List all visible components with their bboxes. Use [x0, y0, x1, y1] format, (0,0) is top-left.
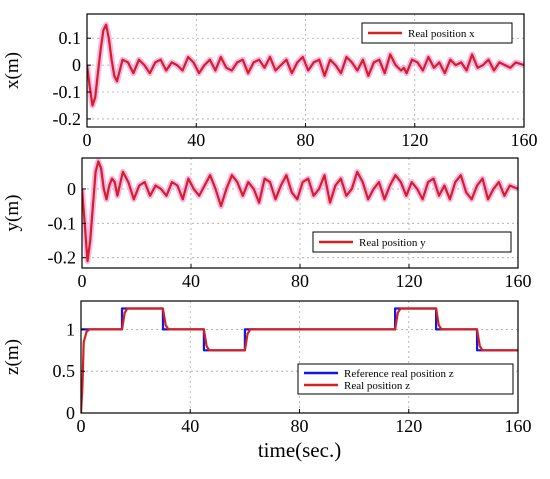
x-tick-label: 80: [297, 130, 315, 150]
x-tick-label: 0: [83, 130, 92, 150]
series-line-1: [87, 23, 524, 107]
x-tick-label: 40: [182, 271, 200, 291]
legend-label: Real position y: [359, 237, 426, 249]
y-axis-label: y(m): [2, 195, 23, 232]
x-axis-label: time(sec.): [258, 438, 341, 462]
x-tick-label: 40: [187, 130, 205, 150]
x-tick-label: 160: [505, 271, 532, 291]
y-tick-label: 0: [67, 179, 76, 199]
legend-box: [361, 22, 513, 44]
x-tick-label: 160: [505, 416, 532, 436]
x-tick-label: 0: [78, 271, 87, 291]
y-tick-label: -0.1: [48, 213, 77, 233]
panel-1: 0 40 80 120 160 -0.2 -0.1 0 0.1 x(m) Real position…: [2, 13, 538, 150]
legend-label: Reference real position z: [344, 368, 454, 380]
y-tick-label: 1: [66, 319, 75, 339]
series-line-2: [81, 307, 518, 413]
x-tick-label: 120: [395, 416, 422, 436]
x-tick-label: 0: [77, 416, 86, 436]
y-tick-label: 0.1: [59, 28, 82, 48]
x-tick-label: 120: [401, 130, 428, 150]
y-tick-label: -0.2: [48, 248, 77, 268]
legend-label: Real position x: [408, 28, 475, 40]
series-line-1: [82, 160, 518, 263]
legend-label: Real position z: [344, 380, 410, 392]
y-tick-label: 0: [66, 403, 75, 423]
legend: Real position y: [312, 231, 512, 253]
y-axis-label: z(m): [2, 339, 23, 375]
y-tick-label: 0.5: [53, 361, 76, 381]
x-tick-label: 40: [181, 416, 199, 436]
x-tick-label: 80: [291, 271, 309, 291]
y-tick-label: -0.2: [53, 109, 82, 129]
x-tick-label: 160: [511, 130, 538, 150]
panel-3: 0 40 80 120 160 0 0.5 1 z(m) time(sec.) Reference …: [2, 300, 532, 462]
legend: Real position x: [361, 22, 513, 44]
x-tick-label: 80: [291, 416, 309, 436]
y-tick-label: -0.1: [53, 82, 82, 102]
legend-box: [312, 231, 512, 253]
panel-2: 0 40 80 120 160 -0.2 -0.1 0 y(m) Real position y: [2, 157, 532, 291]
legend-box: [297, 363, 514, 395]
y-tick-label: 0: [72, 55, 81, 75]
x-tick-label: 120: [396, 271, 423, 291]
y-axis-label: x(m): [2, 52, 23, 89]
